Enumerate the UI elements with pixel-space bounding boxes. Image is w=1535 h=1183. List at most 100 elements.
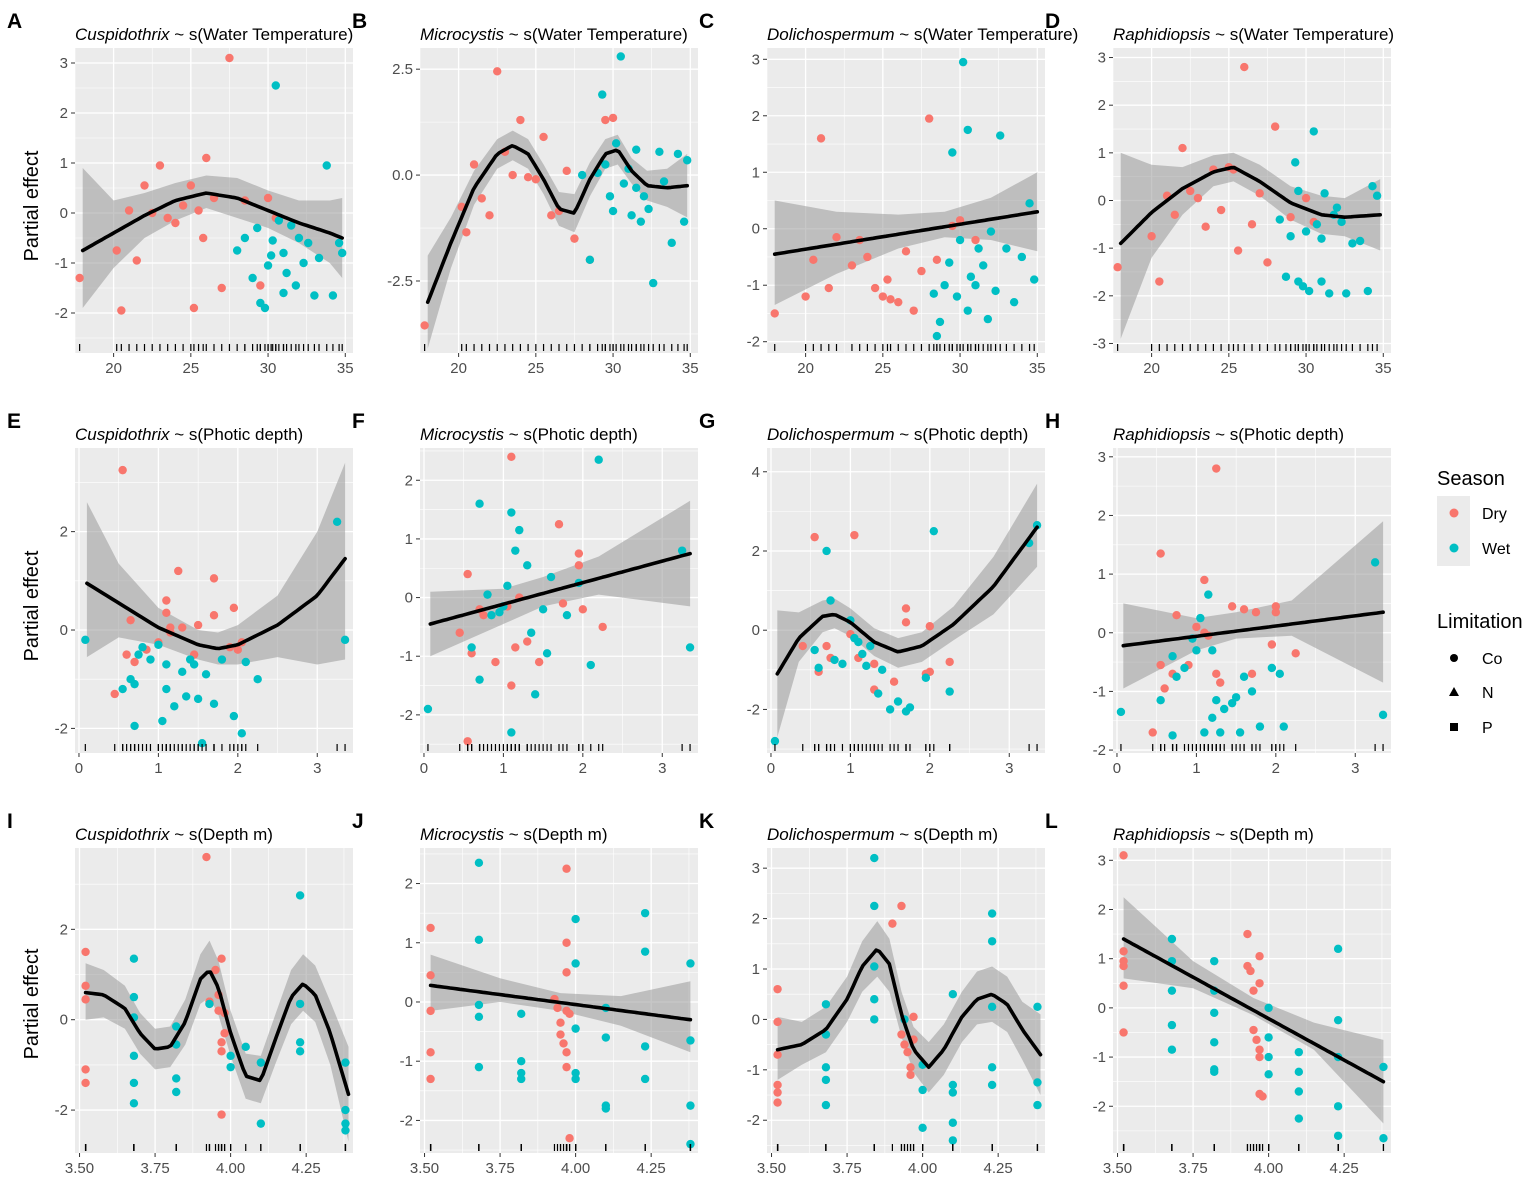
smooth-curve-i bbox=[83, 970, 351, 1097]
point-wet bbox=[129, 992, 139, 1002]
y-tick-label: 0 bbox=[1098, 1000, 1106, 1017]
point-dry bbox=[140, 181, 149, 190]
point-wet bbox=[958, 57, 968, 67]
point-wet bbox=[282, 268, 291, 278]
point-dry bbox=[773, 1088, 782, 1097]
panel-title-term-c: ~ s(Water Temperature) bbox=[895, 25, 1079, 44]
point-dry bbox=[81, 1065, 90, 1074]
point-wet bbox=[495, 608, 504, 617]
smooth-curve-d bbox=[1118, 165, 1382, 246]
point-dry bbox=[1160, 684, 1169, 693]
point-wet bbox=[987, 937, 997, 946]
point-wet bbox=[640, 1074, 650, 1084]
y-tick-label: 0.0 bbox=[392, 167, 413, 184]
point-dry bbox=[773, 1080, 782, 1090]
panel-title-genus-c: Dolichospermum bbox=[767, 25, 895, 44]
y-axis-title-row-2: Partial effect bbox=[21, 550, 43, 661]
points-f bbox=[423, 452, 695, 746]
x-tick-label: 3.75 bbox=[140, 1160, 169, 1177]
y-tick-label: -2 bbox=[1093, 742, 1106, 759]
point-wet bbox=[1279, 722, 1288, 731]
point-wet bbox=[686, 1036, 695, 1045]
point-dry bbox=[559, 1039, 568, 1048]
y-tick-label: 2.5 bbox=[392, 61, 413, 78]
point-wet bbox=[1264, 1052, 1273, 1062]
point-wet bbox=[268, 236, 277, 245]
point-dry bbox=[773, 984, 782, 994]
y-tick-label: 1 bbox=[1098, 951, 1106, 968]
panel-letter-j: J bbox=[352, 810, 364, 833]
point-wet bbox=[1196, 613, 1205, 623]
point-wet bbox=[619, 179, 629, 188]
confidence-band-g bbox=[777, 483, 1038, 738]
point-dry bbox=[608, 113, 618, 123]
y-tick-label: 3 bbox=[1098, 449, 1106, 466]
point-dry bbox=[1216, 678, 1225, 687]
x-tick-label: 4.00 bbox=[216, 1160, 245, 1177]
legend-n-shape bbox=[1449, 687, 1459, 696]
point-wet bbox=[838, 659, 847, 669]
point-wet bbox=[1009, 297, 1019, 307]
point-dry bbox=[81, 947, 90, 957]
smooth-curve-g bbox=[775, 525, 1039, 676]
point-wet bbox=[1029, 275, 1039, 284]
point-dry bbox=[897, 901, 906, 911]
point-wet bbox=[996, 131, 1005, 140]
point-wet bbox=[948, 1136, 958, 1145]
x-tick-label: 2 bbox=[234, 760, 242, 777]
point-wet bbox=[81, 635, 90, 645]
point-wet bbox=[1348, 239, 1357, 248]
y-tick-label: -1 bbox=[55, 255, 68, 272]
point-wet bbox=[945, 258, 954, 267]
legend-dry-swatch bbox=[1449, 508, 1459, 518]
y-tick-label: 2 bbox=[1098, 97, 1106, 114]
point-dry bbox=[901, 618, 911, 627]
point-wet bbox=[987, 909, 997, 918]
points-h bbox=[1116, 464, 1388, 740]
point-dry bbox=[426, 1074, 435, 1084]
point-wet bbox=[1033, 1078, 1042, 1087]
point-dry bbox=[1255, 979, 1264, 988]
point-dry bbox=[162, 596, 171, 605]
point-wet bbox=[314, 253, 324, 263]
point-dry bbox=[1212, 464, 1221, 473]
point-wet bbox=[1320, 189, 1329, 198]
grid-c bbox=[766, 48, 1045, 353]
point-wet bbox=[1208, 646, 1217, 655]
y-tick-label: 1 bbox=[1098, 566, 1106, 583]
point-wet bbox=[659, 177, 669, 186]
point-dry bbox=[1243, 929, 1252, 939]
point-dry bbox=[516, 115, 525, 125]
point-dry bbox=[1186, 186, 1195, 196]
point-dry bbox=[1119, 851, 1128, 860]
y-tick-label: -1 bbox=[1093, 240, 1106, 257]
point-dry bbox=[1255, 952, 1264, 961]
point-wet bbox=[266, 251, 276, 260]
point-wet bbox=[253, 675, 262, 684]
axes-f: 0 1 2 3 -2 -1 0 1 2 bbox=[400, 472, 667, 777]
point-dry bbox=[420, 321, 429, 330]
point-dry bbox=[426, 1048, 435, 1057]
x-tick-label: 30 bbox=[952, 360, 969, 377]
point-dry bbox=[256, 281, 265, 290]
point-wet bbox=[877, 665, 887, 675]
point-wet bbox=[1368, 182, 1377, 191]
point-wet bbox=[598, 90, 607, 99]
point-dry bbox=[178, 623, 187, 632]
point-dry bbox=[925, 622, 935, 631]
point-dry bbox=[598, 622, 607, 632]
y-tick-label: -1 bbox=[1093, 683, 1106, 700]
point-dry bbox=[1119, 1028, 1128, 1037]
point-wet bbox=[821, 1000, 831, 1009]
point-wet bbox=[571, 1024, 580, 1033]
x-tick-label: 4.25 bbox=[984, 1160, 1013, 1177]
points-l bbox=[1119, 851, 1388, 1143]
point-wet bbox=[1210, 1067, 1219, 1077]
point-wet bbox=[948, 1080, 958, 1090]
point-dry bbox=[220, 1029, 229, 1038]
point-wet bbox=[1281, 272, 1291, 281]
point-dry bbox=[1119, 947, 1128, 956]
point-wet bbox=[822, 546, 831, 556]
panel-letter-i: I bbox=[7, 810, 13, 833]
